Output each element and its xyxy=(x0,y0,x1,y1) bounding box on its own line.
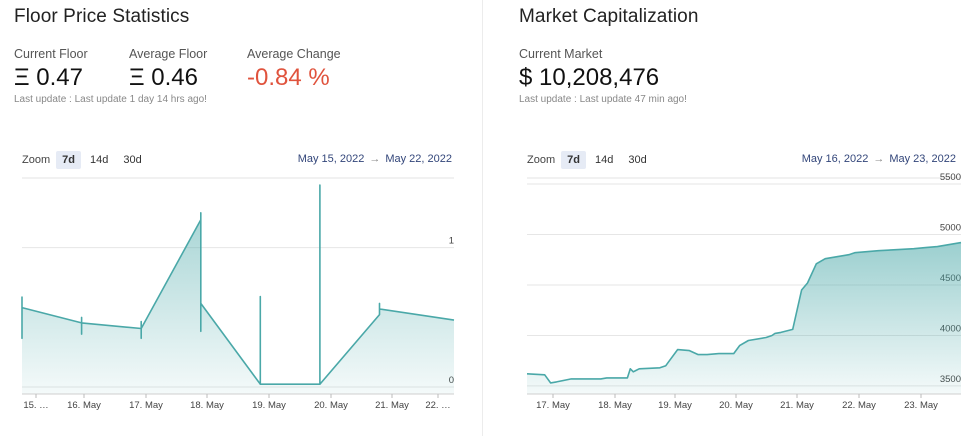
average-floor-value: Ξ 0.46 xyxy=(129,64,198,91)
market-range-from[interactable]: May 16, 2022 xyxy=(801,153,869,165)
x-tick-label: 20. May xyxy=(719,400,753,411)
y-tick-label: 5000 xyxy=(940,223,961,234)
floor-date-range: May 15, 2022 → May 22, 2022 xyxy=(298,153,452,165)
market-cap-title: Market Capitalization xyxy=(519,6,699,27)
series-area xyxy=(22,185,454,394)
market-zoom-bar: Zoom 7d 14d 30d xyxy=(527,151,656,169)
x-tick-label: 21. May xyxy=(780,400,814,411)
floor-zoom-bar: Zoom 7d 14d 30d xyxy=(22,151,151,169)
x-tick-label: 15. … xyxy=(23,400,48,411)
range-arrow-icon: → xyxy=(873,153,885,165)
average-floor-stat: Average Floor Ξ 0.46 xyxy=(129,47,207,92)
current-floor-label: Current Floor xyxy=(14,47,88,61)
floor-zoom-30d-button[interactable]: 30d xyxy=(123,154,142,166)
x-tick-label: 18. May xyxy=(598,400,632,411)
market-zoom-30d-button[interactable]: 30d xyxy=(628,154,647,166)
floor-range-from[interactable]: May 15, 2022 xyxy=(297,153,365,165)
floor-last-update: Last update : Last update 1 day 14 hrs a… xyxy=(14,94,207,105)
x-tick-label: 21. May xyxy=(375,400,409,411)
x-tick-label: 18. May xyxy=(190,400,224,411)
floor-zoom-7d-button[interactable]: 7d xyxy=(56,151,81,169)
y-tick-label: 5500 xyxy=(940,172,961,183)
x-tick-label: 19. May xyxy=(658,400,692,411)
current-floor-value: Ξ 0.47 xyxy=(14,64,83,91)
y-tick-label: 1 xyxy=(449,236,454,247)
current-market-stat: Current Market $ 10,208,476 xyxy=(519,47,659,92)
average-change-value: -0.84 % xyxy=(247,64,330,91)
series-line xyxy=(526,241,962,384)
range-arrow-icon: → xyxy=(369,153,381,165)
x-tick-label: 22. … xyxy=(425,400,450,411)
x-tick-label: 23. May xyxy=(904,400,938,411)
market-cap-panel: Market Capitalization Current Market $ 1… xyxy=(505,0,975,436)
current-market-label: Current Market xyxy=(519,47,603,61)
average-change-label: Average Change xyxy=(247,47,341,61)
x-tick-label: 20. May xyxy=(314,400,348,411)
x-tick-label: 16. May xyxy=(67,400,101,411)
series-line xyxy=(21,184,455,385)
floor-price-title: Floor Price Statistics xyxy=(14,6,190,27)
x-tick-label: 17. May xyxy=(129,400,163,411)
x-tick-label: 17. May xyxy=(536,400,570,411)
market-date-range: May 16, 2022 → May 23, 2022 xyxy=(802,153,956,165)
floor-price-panel: Floor Price Statistics Current Floor Ξ 0… xyxy=(0,0,482,436)
x-tick-label: 22. May xyxy=(842,400,876,411)
average-floor-label: Average Floor xyxy=(129,47,208,61)
floor-range-to[interactable]: May 22, 2022 xyxy=(385,153,452,165)
current-market-value: $ 10,208,476 xyxy=(519,64,660,91)
series-area xyxy=(527,242,961,394)
market-zoom-14d-button[interactable]: 14d xyxy=(594,154,614,166)
panel-divider xyxy=(482,0,483,436)
current-floor-stat: Current Floor Ξ 0.47 xyxy=(14,47,88,92)
market-zoom-label: Zoom xyxy=(527,154,556,166)
floor-zoom-label: Zoom xyxy=(22,154,51,166)
average-change-stat: Average Change -0.84 % xyxy=(247,47,341,92)
floor-zoom-14d-button[interactable]: 14d xyxy=(89,154,109,166)
market-range-to[interactable]: May 23, 2022 xyxy=(889,153,956,165)
market-zoom-7d-button[interactable]: 7d xyxy=(561,151,586,169)
market-last-update: Last update : Last update 47 min ago! xyxy=(519,94,687,105)
x-tick-label: 19. May xyxy=(252,400,286,411)
